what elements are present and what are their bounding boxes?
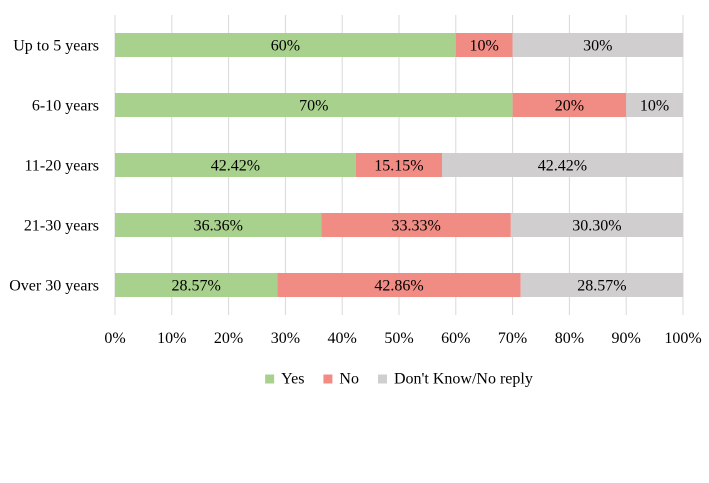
data-label-don-t-know-no-reply-21-30-years: 30.30% — [572, 218, 621, 235]
legend-swatch-don-t-know-no-reply — [377, 374, 387, 384]
bar-don-t-know-no-reply-11-20-years — [441, 153, 683, 177]
bar-no-11-20-years — [355, 153, 442, 177]
legend-label-don-t-know-no-reply: Don't Know/No reply — [394, 371, 533, 388]
data-label-no-6-10-years: 20% — [555, 98, 584, 115]
category-label: 11-20 years — [25, 158, 100, 175]
x-tick-label: 60% — [441, 330, 470, 347]
bar-yes-11-20-years — [115, 153, 356, 177]
bar-no-over-30-years — [277, 273, 521, 297]
x-tick-label: 50% — [384, 330, 413, 347]
data-label-don-t-know-no-reply-6-10-years: 10% — [640, 98, 669, 115]
data-label-yes-up-to-5-years: 60% — [271, 38, 300, 55]
bars — [115, 33, 683, 297]
value-axis: 0% 10% 20% 30% 40% 50% 60% 70% 80% 90% 100% — [104, 330, 701, 347]
x-tick-label: 70% — [498, 330, 527, 347]
category-axis: Up to 5 years 6-10 years 11-20 years 21-30 … — [9, 38, 99, 295]
data-label-yes-21-30-years: 36.36% — [194, 218, 243, 235]
x-tick-label: 80% — [555, 330, 584, 347]
category-label: Up to 5 years — [13, 38, 99, 55]
bar-don-t-know-no-reply-6-10-years — [626, 93, 683, 117]
x-tick-label: 90% — [612, 330, 641, 347]
data-label-don-t-know-no-reply-11-20-years: 42.42% — [538, 158, 587, 175]
x-tick-label: 100% — [664, 330, 701, 347]
bar-yes-over-30-years — [115, 273, 278, 297]
legend-swatch-no — [323, 374, 333, 384]
category-label: 6-10 years — [32, 98, 99, 115]
bar-don-t-know-no-reply-up-to-5-years — [512, 33, 683, 57]
x-tick-label: 40% — [328, 330, 357, 347]
bar-no-up-to-5-years — [455, 33, 513, 57]
data-label-yes-11-20-years: 42.42% — [211, 158, 260, 175]
bar-yes-6-10-years — [115, 93, 513, 117]
x-tick-label: 10% — [157, 330, 186, 347]
bar-don-t-know-no-reply-21-30-years — [510, 213, 683, 237]
data-label-no-over-30-years: 42.86% — [374, 278, 423, 295]
legend: Yes No Don't Know/No reply — [265, 371, 533, 388]
data-label-yes-over-30-years: 28.57% — [171, 278, 220, 295]
data-label-yes-6-10-years: 70% — [299, 98, 328, 115]
legend-swatch-yes — [265, 374, 275, 384]
bar-no-21-30-years — [321, 213, 511, 237]
x-tick-label: 0% — [104, 330, 125, 347]
data-labels: 60% 10% 30% 70% 20% 10% 42.42% 15.15% 42.42% 36.3… — [171, 38, 669, 295]
data-label-don-t-know-no-reply-up-to-5-years: 30% — [583, 38, 612, 55]
legend-label-no: No — [339, 371, 359, 388]
legend-label-yes: Yes — [281, 371, 304, 388]
category-label: Over 30 years — [9, 278, 99, 295]
category-label: 21-30 years — [24, 218, 99, 235]
data-label-don-t-know-no-reply-over-30-years: 28.57% — [577, 278, 626, 295]
bar-no-6-10-years — [512, 93, 627, 117]
bar-yes-up-to-5-years — [115, 33, 456, 57]
bar-yes-21-30-years — [115, 213, 322, 237]
x-tick-label: 20% — [214, 330, 243, 347]
bar-don-t-know-no-reply-over-30-years — [520, 273, 683, 297]
data-label-no-21-30-years: 33.33% — [392, 218, 441, 235]
data-label-no-up-to-5-years: 10% — [470, 38, 499, 55]
data-label-no-11-20-years: 15.15% — [374, 158, 423, 175]
x-tick-label: 30% — [271, 330, 300, 347]
